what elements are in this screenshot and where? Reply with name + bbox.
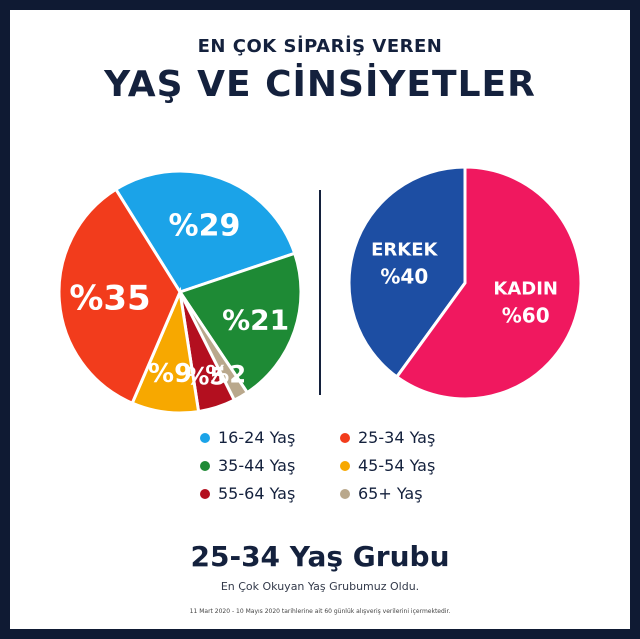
legend-label: 16-24 Yaş [218, 428, 296, 447]
pie-slice [57, 187, 182, 406]
legend-dot [200, 432, 210, 443]
legend-dot [340, 488, 350, 499]
footnote: 11 Mart 2020 - 10 Mayıs 2020 tarihlerine… [189, 608, 451, 615]
legend-item: 35-44 Yaş [200, 456, 340, 475]
slice-value-label: %35 [69, 278, 150, 318]
age-legend: 16-24 Yaş 25-34 Yaş 35-44 Yaş 45-54 Yaş 55-6… [200, 428, 480, 503]
legend-label: 65+ Yaş [358, 484, 423, 503]
legend-item: 16-24 Yaş [200, 428, 340, 447]
pie-slice [113, 169, 297, 294]
legend-label: 25-34 Yaş [358, 428, 436, 447]
slice-value-label: %29 [169, 209, 241, 244]
pie-slice [347, 165, 467, 379]
legend-dot [200, 460, 210, 471]
slice-value-label: %2 [205, 360, 246, 388]
slice-category-label: ERKEK [371, 239, 438, 260]
slice-value-label: %60 [502, 304, 550, 328]
legend-dot [200, 488, 210, 499]
gender-pie-chart: ERKEK %40 KADIN %60 [347, 165, 583, 401]
footer-subtitle: En Çok Okuyan Yaş Grubumuz Oldu. [220, 580, 420, 593]
legend-label: 45-54 Yaş [358, 456, 436, 475]
age-pie-chart: %29 %21 %2%5%9 %35 [57, 169, 303, 415]
legend-label: 55-64 Yaş [218, 484, 296, 503]
legend-dot [340, 432, 350, 443]
slice-value-label: %40 [380, 264, 428, 288]
pie-slice [177, 251, 303, 395]
legend-item: 65+ Yaş [340, 484, 480, 503]
legend-dot [340, 460, 350, 471]
slice-value-label: %5 [185, 363, 226, 391]
infographic-card: EN ÇOK SİPARİŞ VEREN YAŞ VE CİNSİYETLER … [10, 10, 630, 629]
slice-category-label: KADIN [493, 279, 558, 300]
legend-item: 45-54 Yaş [340, 456, 480, 475]
legend-item: 25-34 Yaş [340, 428, 480, 447]
slice-value-label: %9 [148, 359, 192, 389]
legend-label: 35-44 Yaş [218, 456, 296, 475]
slice-value-label: %21 [222, 304, 289, 337]
footer-title: 25-34 Yaş Grubu [190, 540, 450, 573]
kicker-text: EN ÇOK SİPARİŞ VEREN [197, 36, 443, 57]
charts-canvas: %29 %21 %2%5%9 %35 ERKEK %40 KADIN %60 [57, 165, 583, 415]
page-title: YAŞ VE CİNSİYETLER [104, 64, 536, 105]
legend-item: 55-64 Yaş [200, 484, 340, 503]
pie-slice [394, 165, 583, 401]
